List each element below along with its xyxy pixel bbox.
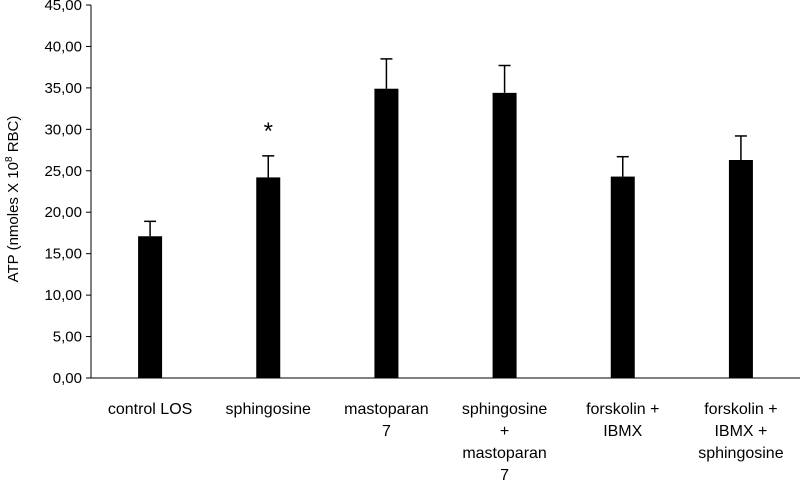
y-tick-label: 5,00	[53, 329, 82, 346]
significance-marker: *	[264, 118, 273, 145]
category-labels: control LOS sphingosine mastoparan 7sphingo…	[108, 401, 784, 484]
category-label-line: IBMX +	[714, 423, 767, 440]
bar	[728, 160, 753, 378]
y-axis-title: ATP (nmoles X 108 RBC)	[4, 116, 22, 283]
category-label-line: control LOS	[108, 401, 192, 418]
category-label-line: mastoparan	[344, 401, 429, 418]
category-label: forskolin + IBMX + sphingosine	[698, 401, 784, 462]
y-tick-label: 30,00	[44, 121, 82, 138]
bars	[138, 88, 753, 379]
category-label: sphingosine	[226, 401, 312, 418]
bar	[610, 176, 635, 378]
category-label-line: sphingosine	[698, 445, 784, 462]
bar	[374, 88, 399, 379]
y-tick-label: 45,00	[44, 0, 82, 14]
y-axis-title-base: ATP (nmoles X 10	[5, 162, 22, 282]
category-label: forskolin + IBMX	[586, 401, 659, 440]
bar	[256, 177, 281, 378]
category-label-line: +	[500, 423, 509, 440]
category-label-line: forskolin +	[586, 401, 659, 418]
category-label: control LOS	[108, 401, 192, 418]
category-label-line: IBMX	[603, 423, 642, 440]
category-label-line: 7	[500, 467, 509, 484]
category-label-line: sphingosine	[226, 401, 312, 418]
y-tick-label: 10,00	[44, 287, 82, 304]
category-label-line: forskolin +	[704, 401, 777, 418]
category-label-line: mastoparan	[462, 445, 547, 462]
y-tick-label: 0,00	[53, 370, 82, 387]
error-bars	[144, 58, 747, 237]
y-tick-label: 15,00	[44, 246, 82, 263]
annotations: *	[264, 118, 273, 145]
axes	[86, 4, 800, 379]
y-tick-label: 20,00	[44, 204, 82, 221]
y-tick-label: 35,00	[44, 80, 82, 97]
y-tick-label: 40,00	[44, 38, 82, 55]
category-label: mastoparan 7	[344, 401, 429, 440]
bar	[138, 236, 163, 378]
y-axis-title-end: RBC)	[5, 116, 22, 157]
y-tick-label: 25,00	[44, 163, 82, 180]
y-tick-labels: 0,00 5,00 10,00 15,00 20,00 25,00 30,00 35,00 40…	[44, 0, 82, 387]
bar	[492, 92, 517, 379]
category-label-line: 7	[382, 423, 391, 440]
y-axis-title-sup: 8	[4, 156, 15, 162]
category-label-line: sphingosine	[462, 401, 548, 418]
category-label: sphingosine + mastoparan 7	[462, 401, 548, 484]
